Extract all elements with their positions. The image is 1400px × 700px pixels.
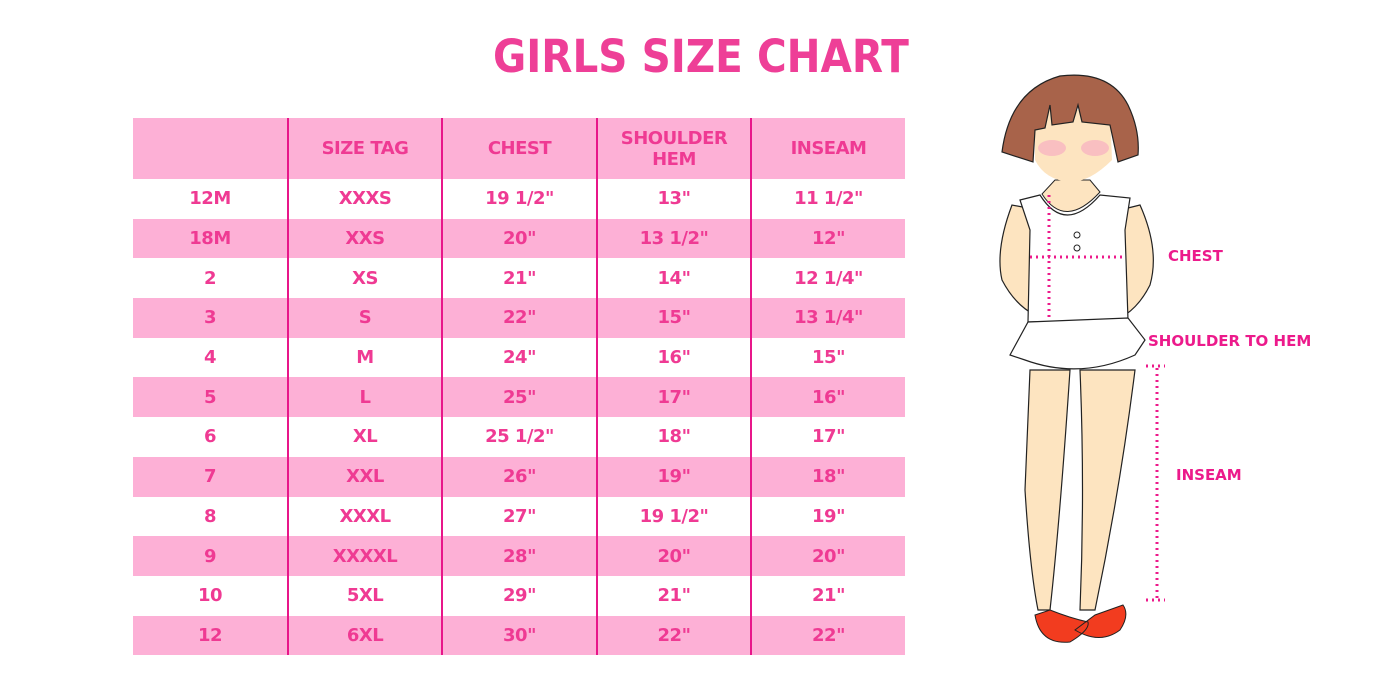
table-cell: 11 1/2" bbox=[750, 179, 905, 219]
table-cell: XXXL bbox=[287, 496, 442, 537]
shoulder-to-hem-label: SHOULDER TO HEM bbox=[1148, 332, 1312, 350]
shoes bbox=[1034, 604, 1127, 643]
table-cell: 13 1/4" bbox=[750, 298, 905, 338]
table-cell: 18" bbox=[750, 456, 905, 497]
table-cell: 19" bbox=[750, 496, 905, 537]
table-cell: 17" bbox=[750, 417, 905, 457]
table-cell: 8 bbox=[203, 505, 217, 527]
table-cell: 21" bbox=[441, 258, 597, 299]
table-cell: 22" bbox=[441, 298, 597, 338]
table-cell: 14" bbox=[596, 258, 751, 299]
table-cell: 16" bbox=[750, 377, 905, 418]
table-row: 5 L 25" 17" 16" bbox=[133, 377, 905, 418]
table-cell: XL bbox=[287, 417, 442, 457]
table-header-row: SIZE TAG CHEST SHOULDER HEM INSEAM bbox=[133, 118, 905, 179]
table-row: 7 XXL 26" 19" 18" bbox=[133, 456, 905, 497]
column-header: INSEAM bbox=[750, 118, 905, 179]
table-cell: 19 1/2" bbox=[596, 496, 751, 537]
table-cell: 15" bbox=[750, 337, 905, 378]
table-cell: 2 bbox=[203, 267, 217, 289]
table-cell: 29" bbox=[441, 575, 597, 616]
table-cell: 20" bbox=[596, 536, 751, 576]
table-cell: 20" bbox=[750, 536, 905, 576]
table-cell: 12" bbox=[750, 218, 905, 259]
table-row: 2 XS 21" 14" 12 1/4" bbox=[133, 258, 905, 299]
table-cell: XXXS bbox=[287, 179, 442, 219]
table-row: 8 XXXL 27" 19 1/2" 19" bbox=[133, 496, 905, 537]
table-row: 4 M 24" 16" 15" bbox=[133, 337, 905, 378]
table-row: 12M XXXS 19 1/2" 13" 11 1/2" bbox=[133, 179, 905, 219]
table-cell: S bbox=[287, 298, 442, 338]
table-row: 6 XL 25 1/2" 18" 17" bbox=[133, 417, 905, 457]
table-cell: 9 bbox=[133, 536, 288, 576]
face bbox=[1035, 110, 1112, 182]
table-cell: 4 bbox=[203, 347, 217, 369]
chest-label: CHEST bbox=[1168, 247, 1223, 265]
table-cell: XXS bbox=[287, 218, 442, 259]
table-cell: 12 1/4" bbox=[750, 258, 905, 299]
girl-measurement-illustration bbox=[999, 74, 1165, 643]
table-cell: 3 bbox=[133, 298, 288, 338]
table-cell: 21" bbox=[596, 575, 751, 616]
table-cell: 16" bbox=[596, 337, 751, 378]
table-row: 3 S 22" 15" 13 1/4" bbox=[133, 298, 905, 338]
table-row: 9 XXXXL 28" 20" 20" bbox=[133, 536, 905, 576]
table-cell: 5 bbox=[133, 377, 288, 418]
column-header bbox=[133, 118, 288, 179]
table-cell: 10 bbox=[197, 585, 223, 607]
table-cell: 21" bbox=[750, 575, 905, 616]
table-cell: 25 1/2" bbox=[441, 417, 597, 457]
table-row: 10 5XL 29" 21" 21" bbox=[133, 575, 905, 616]
table-cell: 18M bbox=[133, 218, 288, 259]
table-cell: 27" bbox=[441, 496, 597, 537]
table-cell: XXXXL bbox=[287, 536, 442, 576]
page-title: GIRLS SIZE CHART bbox=[493, 30, 909, 83]
table-row: 18M XXS 20" 13 1/2" 12" bbox=[133, 218, 905, 259]
table-cell: 15" bbox=[596, 298, 751, 338]
table-cell: 18" bbox=[596, 417, 751, 457]
table-cell: 17" bbox=[596, 377, 751, 418]
table-cell: 6 bbox=[203, 426, 217, 448]
legs bbox=[1024, 369, 1136, 611]
table-cell: 12 bbox=[133, 615, 288, 656]
inseam-label: INSEAM bbox=[1176, 466, 1242, 484]
table-cell: 24" bbox=[441, 337, 597, 378]
table-cell: 19" bbox=[596, 456, 751, 497]
table-cell: M bbox=[287, 337, 442, 378]
table-row: 12 6XL 30" 22" 22" bbox=[133, 615, 905, 656]
table-cell: 22" bbox=[750, 615, 905, 656]
table-cell: 19 1/2" bbox=[441, 179, 597, 219]
table-cell: 6XL bbox=[287, 615, 442, 656]
table-cell: 25" bbox=[441, 377, 597, 418]
column-header: CHEST bbox=[441, 118, 597, 179]
table-cell: 28" bbox=[441, 536, 597, 576]
table-cell: XXL bbox=[287, 456, 442, 497]
column-header: SHOULDER HEM bbox=[596, 118, 751, 179]
table-cell: 26" bbox=[441, 456, 597, 497]
table-cell: 22" bbox=[596, 615, 751, 656]
table-cell: 7 bbox=[133, 456, 288, 497]
column-header: SIZE TAG bbox=[287, 118, 442, 179]
table-cell: 20" bbox=[441, 218, 597, 259]
table-cell: L bbox=[287, 377, 442, 418]
table-cell: 12M bbox=[189, 188, 231, 210]
size-chart-table: SIZE TAG CHEST SHOULDER HEM INSEAM 12M XXXS 1… bbox=[133, 118, 905, 656]
table-cell: 13" bbox=[596, 179, 751, 219]
table-cell: 13 1/2" bbox=[596, 218, 751, 259]
table-cell: 30" bbox=[441, 615, 597, 656]
hair bbox=[1001, 74, 1139, 163]
table-cell: 5XL bbox=[287, 575, 442, 616]
table-cell: XS bbox=[287, 258, 442, 299]
skirt bbox=[1009, 317, 1146, 370]
